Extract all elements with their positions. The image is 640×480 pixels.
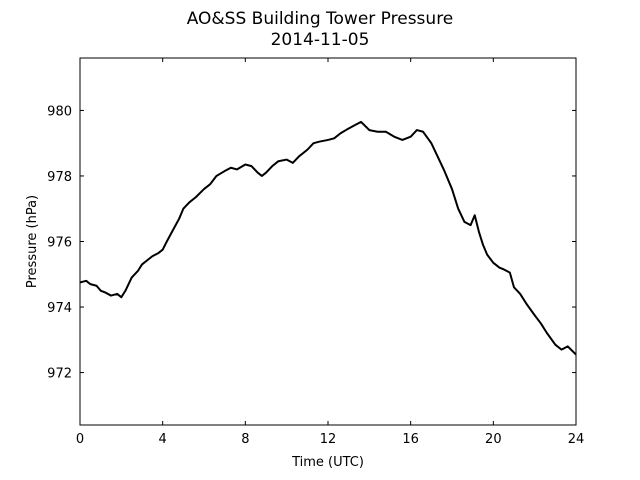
x-axis-label: Time (UTC) [291, 455, 364, 470]
y-tick-label-3: 978 [47, 170, 72, 185]
x-tick-label-6: 24 [568, 432, 585, 447]
y-tick-label-2: 976 [47, 236, 72, 251]
axis-ticks: 0 4 8 12 16 20 24 972 974 976 978 980 [47, 58, 584, 447]
plot-series [79, 120, 577, 356]
chart-title: AO&SS Building Tower Pressure [187, 9, 454, 29]
series-line-0 [79, 120, 577, 356]
x-tick-label-4: 16 [402, 432, 419, 447]
x-tick-label-2: 8 [241, 432, 249, 447]
y-tick-label-4: 980 [47, 104, 72, 119]
y-tick-label-1: 974 [47, 301, 72, 316]
y-tick-label-0: 972 [47, 367, 72, 382]
y-axis-label: Pressure (hPa) [25, 195, 40, 288]
x-tick-label-3: 12 [320, 432, 337, 447]
x-tick-label-0: 0 [76, 432, 84, 447]
plot-frame [79, 57, 577, 426]
x-tick-label-5: 20 [485, 432, 502, 447]
x-tick-label-1: 4 [159, 432, 167, 447]
chart-subtitle: 2014-11-05 [271, 30, 370, 50]
